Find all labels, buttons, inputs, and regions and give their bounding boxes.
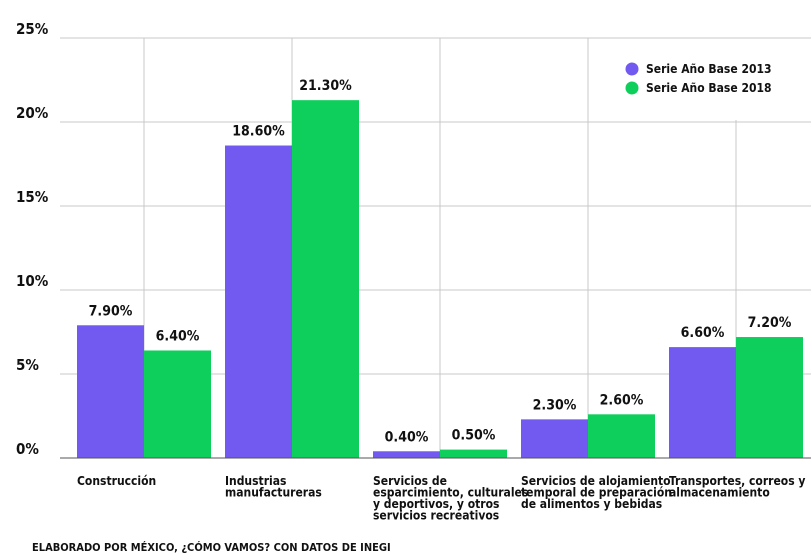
bar (440, 449, 507, 458)
x-axis: Construcción Industrias manufactureras Serv… (60, 457, 811, 523)
y-tick-label: 15% (16, 188, 49, 206)
bar (292, 100, 359, 458)
y-tick-label: 10% (16, 272, 49, 290)
category-label: Servicios de esparcimiento, culturales y d… (373, 474, 528, 523)
data-label: 2.30% (533, 397, 577, 413)
bars (77, 100, 803, 458)
data-label: 7.20% (748, 315, 792, 331)
bar (736, 337, 803, 458)
data-label: 0.40% (385, 429, 429, 445)
y-axis: 0% 5% 10% 15% 20% 25% (16, 20, 49, 458)
category-label: Transportes, correos y almacenamiento (669, 474, 805, 500)
y-tick-label: 0% (16, 440, 39, 458)
legend-label: Serie Año Base 2013 (646, 62, 771, 76)
data-label: 0.50% (452, 428, 496, 444)
category-label: Construcción (77, 474, 156, 488)
legend-label: Serie Año Base 2018 (646, 81, 771, 95)
category-label: Servicios de alojamiento temporal de prep… (521, 474, 672, 511)
data-label: 7.90% (89, 303, 133, 319)
data-label: 21.30% (299, 78, 352, 94)
y-tick-label: 20% (16, 104, 49, 122)
data-label: 6.60% (681, 325, 725, 341)
data-label: 18.60% (232, 124, 285, 140)
y-tick-label: 5% (16, 356, 39, 374)
source-note: ELABORADO POR MÉXICO, ¿CÓMO VAMOS? CON D… (32, 541, 391, 554)
category-label: Industrias manufactureras (225, 474, 322, 500)
bar (144, 350, 211, 458)
data-label: 6.40% (156, 328, 200, 344)
legend-swatch (625, 62, 639, 76)
bar (521, 419, 588, 458)
bar (77, 325, 144, 458)
legend-swatch (625, 81, 639, 95)
legend: Serie Año Base 2013 Serie Año Base 2018 (625, 62, 771, 95)
data-label: 2.60% (600, 392, 644, 408)
bar (588, 414, 655, 458)
bar (669, 347, 736, 458)
bar (373, 451, 440, 458)
bar (225, 145, 292, 458)
data-labels: 7.90% 18.60% 0.40% 2.30% 6.60% 6.40% 21.30% 0.5… (89, 78, 792, 445)
y-tick-label: 25% (16, 20, 49, 38)
